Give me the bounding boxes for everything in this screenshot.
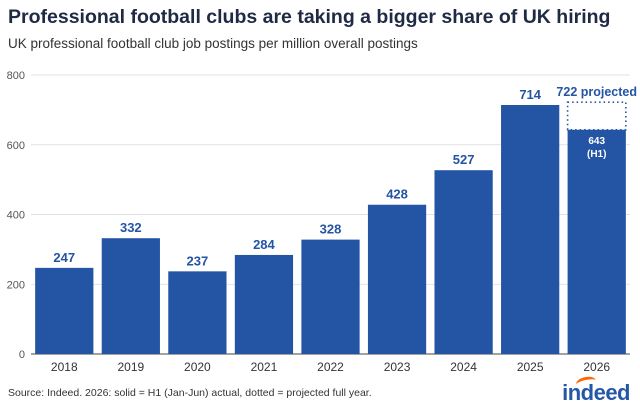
bar bbox=[434, 170, 493, 354]
data-label: 527 bbox=[453, 152, 475, 167]
chart-title: Professional football clubs are taking a… bbox=[8, 6, 611, 28]
y-tick-label: 400 bbox=[7, 210, 25, 222]
bar bbox=[301, 239, 360, 354]
x-tick-label: 2026 bbox=[583, 360, 610, 374]
data-label: 328 bbox=[320, 222, 342, 237]
data-label: 643 bbox=[588, 136, 605, 147]
data-label: 237 bbox=[187, 253, 209, 268]
x-tick-label: 2022 bbox=[317, 360, 344, 374]
data-label: 247 bbox=[53, 250, 75, 265]
y-tick-label: 200 bbox=[7, 279, 25, 291]
x-tick-label: 2023 bbox=[384, 360, 411, 374]
data-label: 428 bbox=[386, 187, 408, 202]
chart-subtitle: UK professional football club job postin… bbox=[8, 36, 418, 51]
bar bbox=[567, 129, 626, 354]
data-label: 284 bbox=[253, 237, 275, 252]
x-tick-label: 2024 bbox=[450, 360, 477, 374]
data-label: 332 bbox=[120, 220, 142, 235]
x-tick-label: 2018 bbox=[51, 360, 78, 374]
indeed-logo: indeed bbox=[562, 380, 630, 405]
x-tick-label: 2021 bbox=[251, 360, 278, 374]
data-label: 714 bbox=[519, 87, 541, 102]
bar bbox=[367, 204, 427, 354]
projected-label: 722 projected bbox=[556, 85, 637, 99]
projected-box bbox=[566, 101, 627, 131]
bar bbox=[234, 254, 294, 354]
y-tick-label: 0 bbox=[19, 349, 25, 361]
bar bbox=[168, 271, 227, 354]
bar bbox=[101, 238, 160, 354]
y-tick-label: 800 bbox=[7, 70, 25, 82]
source-note: Source: Indeed. 2026: solid = H1 (Jan-Ju… bbox=[8, 387, 372, 399]
x-tick-label: 2020 bbox=[184, 360, 211, 374]
data-sublabel: (H1) bbox=[587, 149, 606, 160]
y-tick-label: 600 bbox=[7, 140, 25, 152]
bar bbox=[501, 104, 560, 355]
bar bbox=[35, 267, 94, 354]
x-tick-label: 2025 bbox=[517, 360, 544, 374]
x-tick-label: 2019 bbox=[117, 360, 144, 374]
